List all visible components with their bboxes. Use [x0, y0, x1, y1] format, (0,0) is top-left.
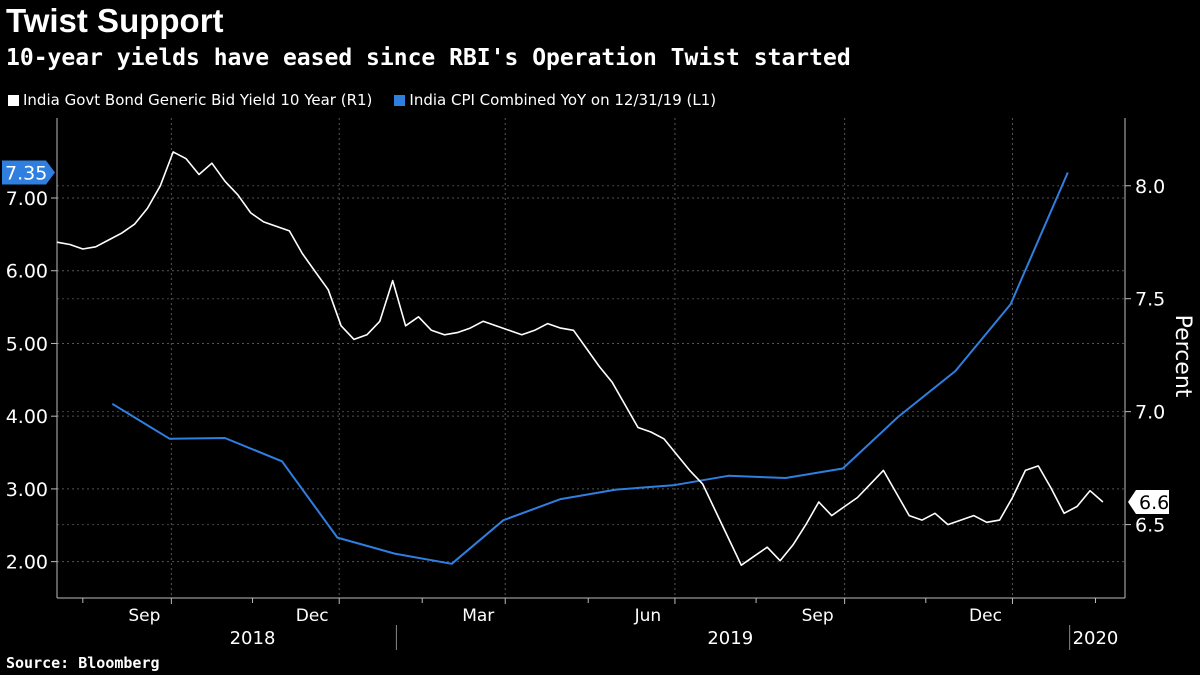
right-axis-tick-label: 7.5: [1135, 289, 1165, 311]
legend-label-cpi: India CPI Combined YoY on 12/31/19 (L1): [409, 91, 717, 109]
cpi-series-line: [111, 172, 1069, 565]
right-axis-title: Percent: [1170, 315, 1195, 398]
left-axis-tick-label: 3.00: [6, 479, 48, 501]
x-axis-year-label: 2020: [1073, 628, 1119, 649]
right-axis-tick-label: 6.5: [1135, 515, 1165, 537]
x-axis-month-label: Dec: [969, 606, 1002, 626]
left-axis-tick-label: 5.00: [6, 333, 48, 355]
x-axis-month-label: Dec: [296, 606, 329, 626]
x-axis-month-label: Sep: [128, 606, 160, 626]
bond-yield-last-value-tag: [1128, 490, 1169, 514]
cpi-last-value-label: 7.35: [5, 163, 47, 185]
left-axis-tick-label: 7.00: [6, 188, 48, 210]
x-axis-year-label: 2019: [707, 628, 753, 649]
chart-title: Twist Support: [6, 2, 224, 39]
legend-item-bond-yield: India Govt Bond Generic Bid Yield 10 Yea…: [8, 91, 372, 109]
legend-item-cpi: India CPI Combined YoY on 12/31/19 (L1): [394, 91, 716, 109]
x-axis-month-label: Mar: [462, 606, 494, 626]
right-axis-tick-label: 7.0: [1135, 402, 1165, 424]
bond-yield-series-line: [56, 151, 1104, 567]
legend-swatch-bond-yield: [8, 94, 19, 106]
legend: India Govt Bond Generic Bid Yield 10 Yea…: [8, 91, 716, 109]
x-axis-month-label: Sep: [802, 606, 834, 626]
left-axis-tick-label: 2.00: [6, 552, 48, 574]
bond-yield-last-value-label: 6.6: [1139, 492, 1169, 514]
left-axis-tick-label: 6.00: [6, 261, 48, 283]
right-axis-tick-label: 8.0: [1135, 176, 1165, 198]
source-note: Source: Bloomberg: [6, 654, 160, 672]
left-axis-tick-label: 4.00: [6, 406, 48, 428]
cpi-last-value-tag: [2, 160, 55, 185]
x-axis-year-label: 2018: [230, 628, 276, 649]
legend-swatch-cpi: [394, 94, 406, 106]
legend-label-bond-yield: India Govt Bond Generic Bid Yield 10 Yea…: [23, 91, 373, 109]
x-axis-month-label: Jun: [634, 606, 662, 626]
chart-subtitle: 10-year yields have eased since RBI's Op…: [6, 45, 851, 71]
